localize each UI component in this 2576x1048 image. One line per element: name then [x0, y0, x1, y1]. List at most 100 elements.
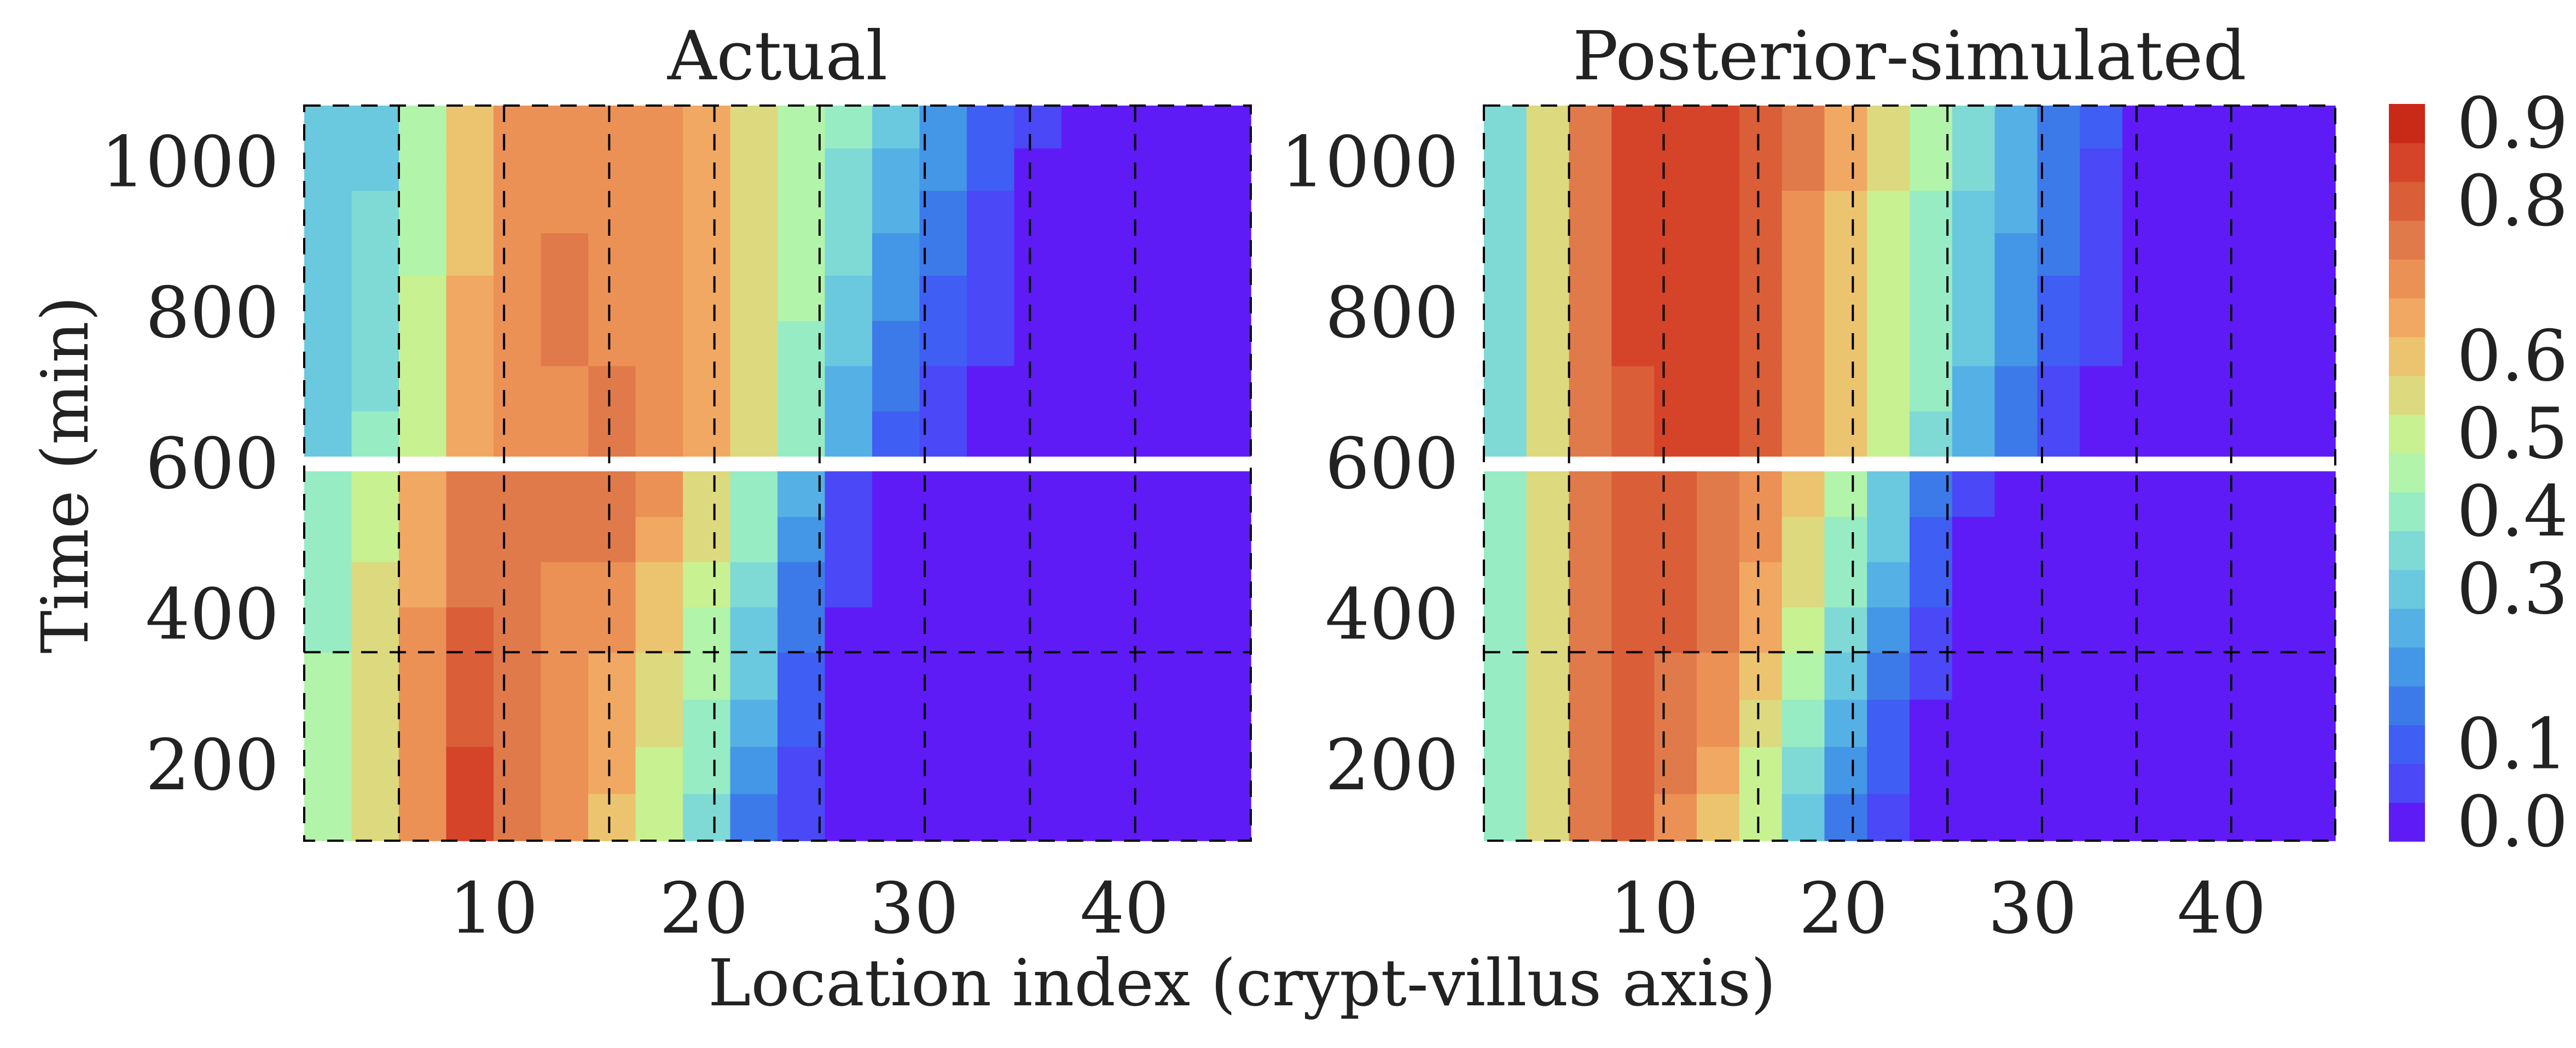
heatmap-cell [399, 562, 447, 608]
heatmap-cell [1203, 190, 1251, 234]
heatmap-cell [967, 652, 1015, 700]
heatmap-cell [304, 148, 352, 191]
heatmap-cell [351, 365, 399, 412]
heatmap-cell [446, 275, 494, 321]
heatmap-cell [2037, 746, 2080, 794]
heatmap-cell [1014, 320, 1062, 366]
heatmap-cell [1952, 652, 1995, 700]
heatmap-cell [351, 607, 399, 653]
heatmap-cell [967, 471, 1015, 517]
heatmap-cell [1867, 365, 1910, 412]
heatmap-cell [1824, 793, 1867, 841]
heatmap-cell [351, 411, 399, 457]
heatmap-cell [635, 365, 683, 412]
heatmap-cell [1484, 411, 1527, 457]
heatmap-cell [1014, 232, 1062, 276]
heatmap-cell [2207, 106, 2251, 149]
heatmap-cell [683, 471, 731, 517]
heatmap-cell [1910, 607, 1953, 653]
heatmap-cell [1061, 516, 1110, 562]
heatmap-cell [1014, 699, 1062, 747]
heatmap-cell [351, 699, 399, 747]
heatmap-cell [635, 275, 683, 321]
heatmap-cell [683, 232, 731, 276]
heatmap-cell [2165, 471, 2208, 517]
heatmap-cell [2122, 516, 2166, 562]
heatmap-cell [1156, 148, 1204, 191]
colorbar-tick-label: 0.5 [2457, 393, 2568, 475]
heatmap-cell [872, 471, 920, 517]
colorbar-tick-label: 0.9 [2457, 83, 2568, 165]
y-tick-label: 800 [146, 272, 279, 354]
heatmap-cell [730, 411, 778, 457]
heatmap-cell [494, 275, 542, 321]
heatmap-cell [1061, 106, 1110, 149]
heatmap-cell [872, 411, 920, 457]
heatmap-cell [2080, 607, 2123, 653]
heatmap-cell [730, 471, 778, 517]
colorbar-band [2389, 647, 2425, 686]
heatmap-cell [825, 562, 873, 608]
heatmap-cell [778, 275, 826, 321]
heatmap-cell [1994, 562, 2038, 608]
heatmap-cell [967, 516, 1015, 562]
heatmap-cell [1014, 411, 1062, 457]
heatmap-cell [2122, 148, 2166, 191]
heatmap-cell [399, 652, 447, 700]
heatmap-cell [2037, 411, 2080, 457]
heatmap-cell [778, 607, 826, 653]
heatmap-cell [1014, 148, 1062, 191]
heatmap-cell [2250, 232, 2293, 276]
heatmap-cell [494, 365, 542, 412]
heatmap-cell [1739, 746, 1783, 794]
heatmap-cell [1910, 793, 1953, 841]
heatmap-cell [2122, 652, 2166, 700]
heatmap-cell [872, 190, 920, 234]
heatmap-cell [2293, 232, 2336, 276]
heatmap-cell [1526, 516, 1570, 562]
heatmap-cell [778, 320, 826, 366]
heatmap-cell [1109, 232, 1157, 276]
posterior-simulated-panel: Posterior-simulated 10 20 30 40 200 400 600 80… [1280, 17, 2339, 950]
heatmap-cell [1867, 793, 1910, 841]
heatmap-cell [1867, 320, 1910, 366]
heatmap-cell [2250, 411, 2293, 457]
heatmap-cell [919, 232, 967, 276]
heatmap-cell [2293, 699, 2336, 747]
heatmap-cell [1109, 607, 1157, 653]
heatmap-cell [1654, 320, 1697, 366]
heatmap-cell [872, 652, 920, 700]
heatmap-cell [541, 365, 589, 412]
heatmap-cell [541, 148, 589, 191]
heatmap-cell [1109, 652, 1157, 700]
heatmap-cell [399, 148, 447, 191]
heatmap-cell [1739, 190, 1783, 234]
heatmap-cell [1203, 275, 1251, 321]
heatmap-cell [1569, 365, 1612, 412]
heatmap-cell [1156, 562, 1204, 608]
heatmap-cell [1867, 106, 1910, 149]
heatmap-cell [1654, 652, 1697, 700]
heatmap-cell [1203, 793, 1251, 841]
heatmap-cell [1526, 411, 1570, 457]
heatmap-cell [494, 516, 542, 562]
heatmap-cell [541, 471, 589, 517]
heatmap-cell [1156, 106, 1204, 149]
heatmap-cell [1061, 365, 1110, 412]
heatmap-cell [635, 652, 683, 700]
heatmap-cell [399, 411, 447, 457]
heatmap-cell [1782, 471, 1825, 517]
heatmap-cell [1994, 607, 2038, 653]
heatmap-cell [778, 746, 826, 794]
heatmap-cell [919, 275, 967, 321]
heatmap-cell [541, 562, 589, 608]
heatmap-cell [683, 652, 731, 700]
heatmap-cell [399, 106, 447, 149]
heatmap-cell [635, 562, 683, 608]
heatmap-cell [778, 232, 826, 276]
heatmap-cell [730, 516, 778, 562]
heatmap-cell [2122, 699, 2166, 747]
heatmap-cell [1697, 365, 1740, 412]
heatmap-cell [919, 746, 967, 794]
